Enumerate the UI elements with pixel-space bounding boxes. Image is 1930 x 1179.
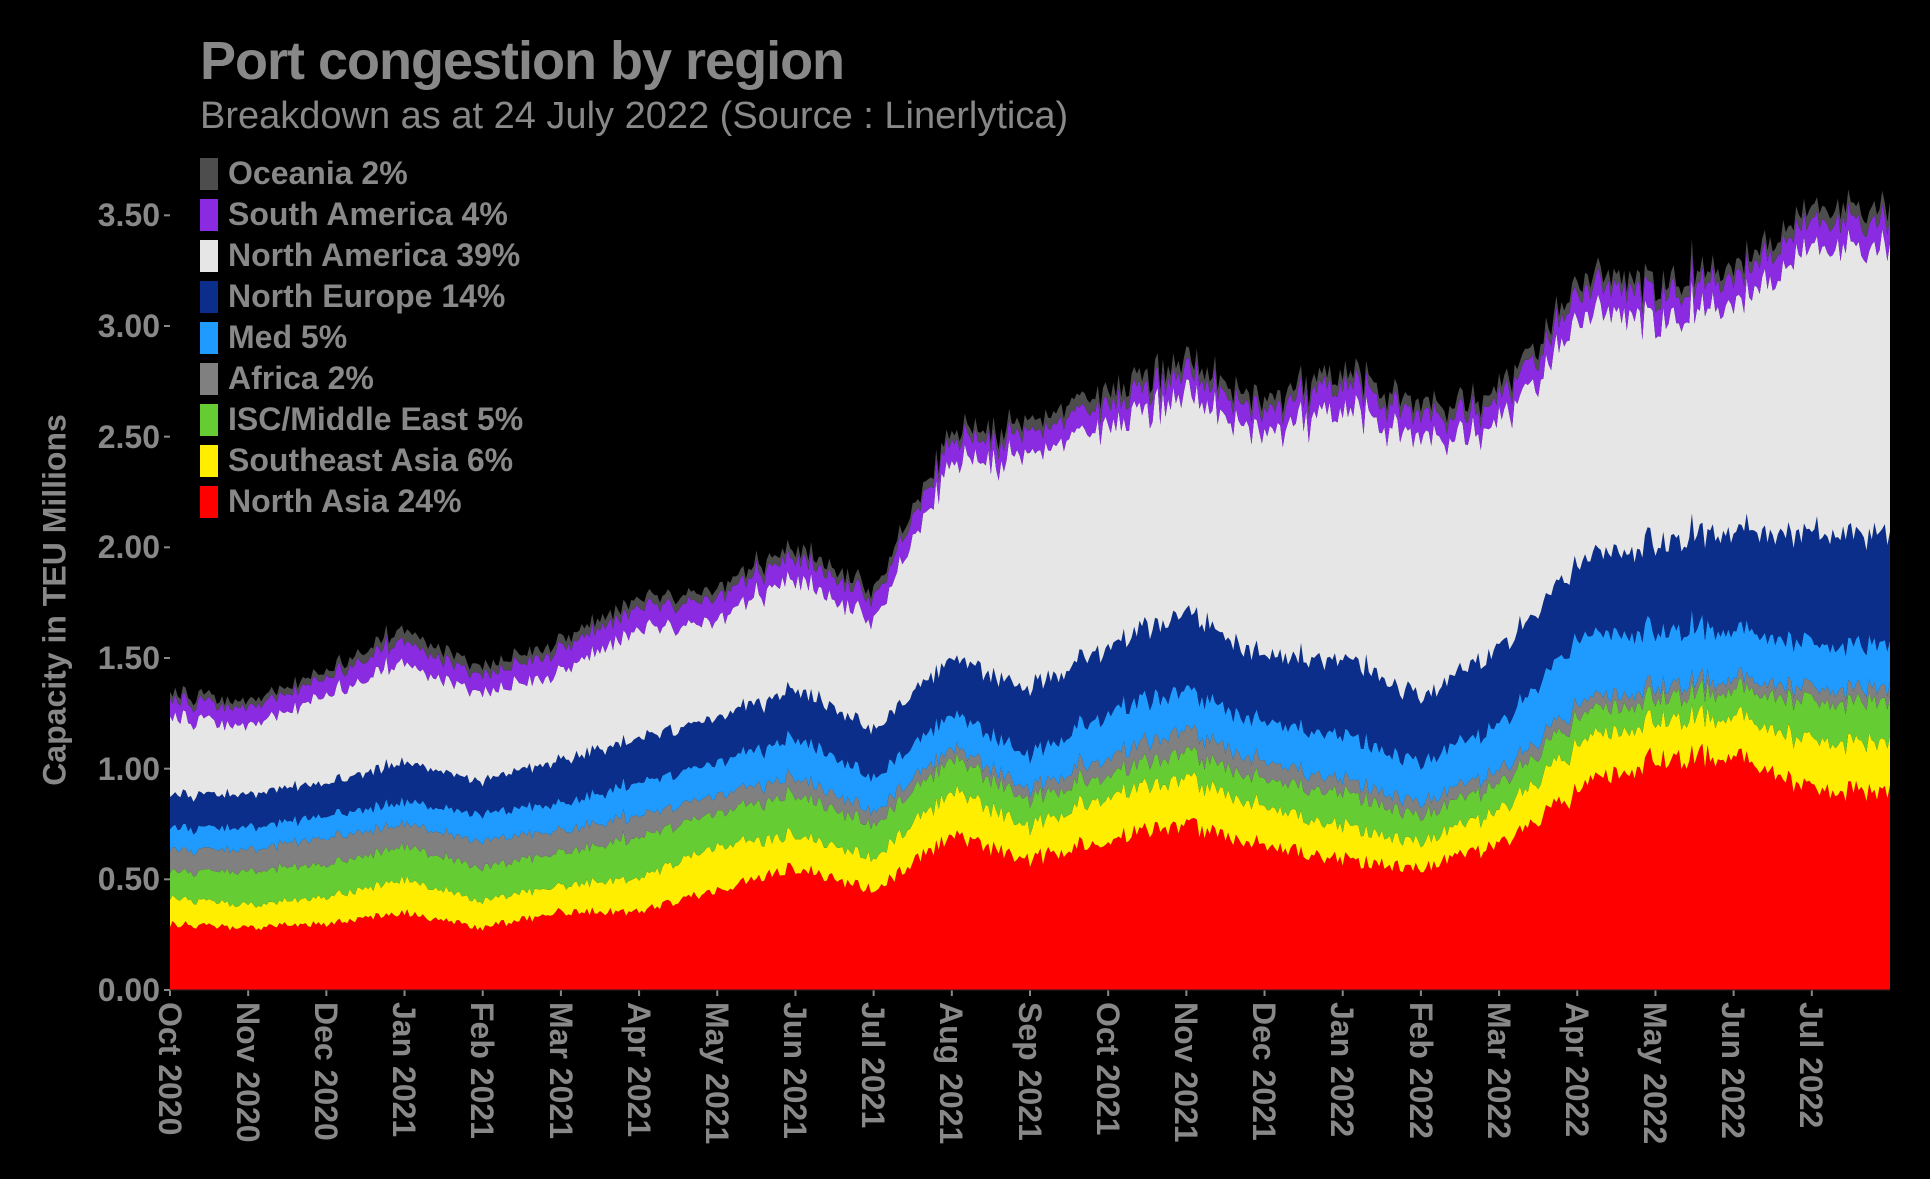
x-tick-label: Apr 2021 [620,1002,657,1137]
x-tick-label: Oct 2021 [1089,1002,1126,1135]
x-tick-label: Aug 2021 [932,1002,969,1144]
x-tick-label: Mar 2021 [542,1002,579,1139]
x-tick-label: Jan 2022 [1323,1002,1360,1137]
x-tick-label: Nov 2021 [1167,1002,1204,1143]
legend-item: Southeast Asia 6% [200,442,523,479]
legend-swatch [200,158,218,190]
y-axis-label: Capacity in TEU Millions [37,414,74,786]
legend-item: ISC/Middle East 5% [200,401,523,438]
chart-container: Port congestion by region Breakdown as a… [0,0,1930,1179]
y-tick-label: 2.50 [75,419,160,456]
legend-swatch [200,404,218,436]
x-tick-label: Jul 2022 [1792,1002,1829,1128]
x-tick-label: Dec 2021 [1245,1002,1282,1141]
legend-label: North Asia 24% [228,483,462,520]
legend-label: Med 5% [228,319,347,356]
x-tick-label: May 2021 [698,1002,735,1144]
legend-item: North Europe 14% [200,278,523,315]
x-tick-label: Feb 2021 [463,1002,500,1139]
legend-label: Africa 2% [228,360,374,397]
legend-swatch [200,240,218,272]
y-tick-label: 3.00 [75,308,160,345]
legend-item: Med 5% [200,319,523,356]
x-tick-label: Oct 2020 [151,1002,188,1135]
legend-label: North America 39% [228,237,520,274]
y-tick-label: 3.50 [75,197,160,234]
x-tick-label: May 2022 [1636,1002,1673,1144]
y-tick-label: 0.50 [75,861,160,898]
chart-title: Port congestion by region [200,30,844,92]
y-tick-label: 0.00 [75,972,160,1009]
legend-label: Southeast Asia 6% [228,442,513,479]
x-tick-label: Apr 2022 [1558,1002,1595,1137]
legend-label: South America 4% [228,196,508,233]
y-tick-label: 2.00 [75,529,160,566]
chart-legend: Oceania 2% South America 4% North America … [200,155,523,524]
x-tick-label: Jun 2022 [1714,1002,1751,1139]
chart-subtitle: Breakdown as at 24 July 2022 (Source : L… [200,95,1068,138]
legend-label: Oceania 2% [228,155,408,192]
legend-swatch [200,322,218,354]
x-tick-label: Jul 2021 [854,1002,891,1128]
x-tick-label: Dec 2020 [307,1002,344,1141]
legend-label: ISC/Middle East 5% [228,401,523,438]
x-tick-label: Nov 2020 [229,1002,266,1143]
legend-swatch [200,199,218,231]
legend-item: Africa 2% [200,360,523,397]
x-tick-label: Mar 2022 [1480,1002,1517,1139]
legend-item: Oceania 2% [200,155,523,192]
x-tick-label: Sep 2021 [1011,1002,1048,1141]
legend-swatch [200,445,218,477]
y-tick-label: 1.00 [75,751,160,788]
legend-item: North Asia 24% [200,483,523,520]
x-tick-label: Jan 2021 [385,1002,422,1137]
x-tick-label: Feb 2022 [1402,1002,1439,1139]
legend-label: North Europe 14% [228,278,505,315]
legend-swatch [200,486,218,518]
y-tick-label: 1.50 [75,640,160,677]
legend-swatch [200,363,218,395]
x-tick-label: Jun 2021 [776,1002,813,1139]
legend-item: South America 4% [200,196,523,233]
legend-swatch [200,281,218,313]
legend-item: North America 39% [200,237,523,274]
